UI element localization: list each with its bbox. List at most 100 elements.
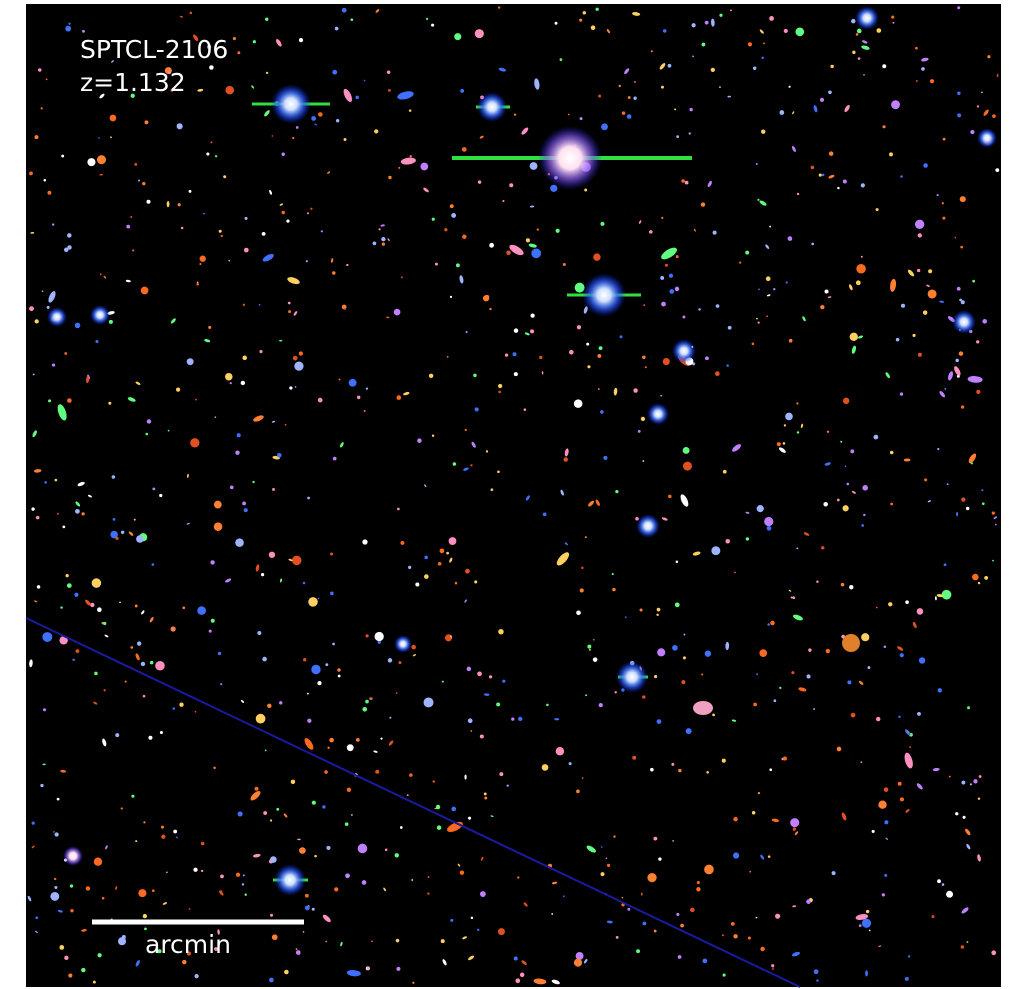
background-source <box>29 306 34 311</box>
background-source <box>583 11 586 14</box>
background-source <box>797 193 799 195</box>
background-source <box>748 42 752 46</box>
background-source <box>849 585 853 589</box>
background-source <box>86 886 90 890</box>
background-source <box>878 801 886 809</box>
background-source <box>295 386 297 388</box>
background-source <box>944 388 946 390</box>
background-source <box>917 712 921 716</box>
background-source <box>715 371 720 376</box>
background-source <box>108 402 111 405</box>
sky-image: SPTCL-2106 z=1.132 arcmin <box>0 0 1014 989</box>
background-source <box>173 830 177 834</box>
background-source <box>797 431 799 433</box>
background-source <box>582 777 584 779</box>
background-source <box>758 792 760 794</box>
background-source <box>846 483 849 486</box>
background-source <box>201 870 203 872</box>
background-source <box>36 516 40 520</box>
background-source <box>206 152 209 155</box>
background-source <box>569 762 572 765</box>
background-source <box>843 398 849 404</box>
background-source <box>563 895 565 897</box>
background-source <box>889 152 893 156</box>
background-source <box>705 356 709 360</box>
background-source <box>861 524 864 527</box>
background-source <box>498 391 501 394</box>
background-source <box>394 309 401 316</box>
background-source <box>865 970 868 976</box>
background-source <box>263 811 267 815</box>
background-source <box>143 821 145 823</box>
background-source <box>225 373 233 381</box>
background-source <box>901 304 905 308</box>
background-source <box>576 610 581 615</box>
background-source <box>82 30 85 33</box>
background-source <box>307 693 309 695</box>
background-source <box>209 65 214 70</box>
background-source <box>55 479 58 482</box>
background-source <box>890 503 893 506</box>
background-source <box>764 517 773 526</box>
background-source <box>131 795 134 798</box>
background-source <box>219 890 222 893</box>
background-source <box>775 914 780 919</box>
background-source <box>789 339 793 343</box>
background-source <box>417 438 422 443</box>
background-source <box>194 974 198 978</box>
background-source <box>245 217 248 220</box>
background-source <box>612 588 615 591</box>
background-source <box>811 166 815 170</box>
background-source <box>723 974 726 977</box>
background-source <box>54 886 57 889</box>
background-source <box>563 263 566 266</box>
background-source <box>362 707 367 712</box>
background-source <box>289 386 292 389</box>
bright-star <box>90 305 110 325</box>
background-source <box>944 563 947 566</box>
background-source <box>415 582 419 586</box>
background-source <box>507 784 509 786</box>
background-source <box>606 857 608 859</box>
background-source <box>591 25 596 30</box>
background-source <box>337 668 340 671</box>
background-source <box>577 325 581 329</box>
background-source <box>262 232 266 236</box>
background-source <box>576 952 584 960</box>
background-source <box>499 772 503 776</box>
background-source <box>344 308 346 310</box>
background-source <box>446 552 449 555</box>
background-source <box>137 641 141 645</box>
background-source <box>442 681 444 683</box>
background-source <box>696 887 700 891</box>
background-source <box>632 756 636 760</box>
background-source <box>195 399 197 401</box>
background-source <box>145 120 149 124</box>
background-source <box>134 163 137 166</box>
background-source <box>734 572 736 574</box>
background-source <box>147 419 151 423</box>
background-source <box>64 248 68 252</box>
background-source <box>502 200 504 202</box>
background-source <box>992 114 996 118</box>
background-source <box>756 163 758 165</box>
background-source <box>223 175 226 178</box>
background-source <box>808 648 811 651</box>
background-source <box>598 388 600 390</box>
background-source <box>539 356 542 359</box>
background-source <box>432 218 435 221</box>
background-source <box>270 914 273 917</box>
background-source <box>477 929 479 931</box>
background-source <box>349 379 357 387</box>
background-source <box>294 362 303 371</box>
background-source <box>332 70 337 75</box>
background-source <box>242 356 247 361</box>
background-source <box>57 513 59 515</box>
background-source <box>530 162 538 170</box>
background-source <box>991 950 996 955</box>
background-source <box>385 848 388 851</box>
background-source <box>373 242 377 246</box>
background-source <box>749 871 751 873</box>
background-source <box>681 680 685 684</box>
background-source <box>42 632 52 642</box>
